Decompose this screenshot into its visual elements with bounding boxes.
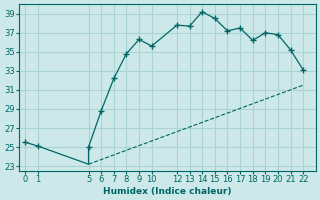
X-axis label: Humidex (Indice chaleur): Humidex (Indice chaleur): [103, 187, 232, 196]
